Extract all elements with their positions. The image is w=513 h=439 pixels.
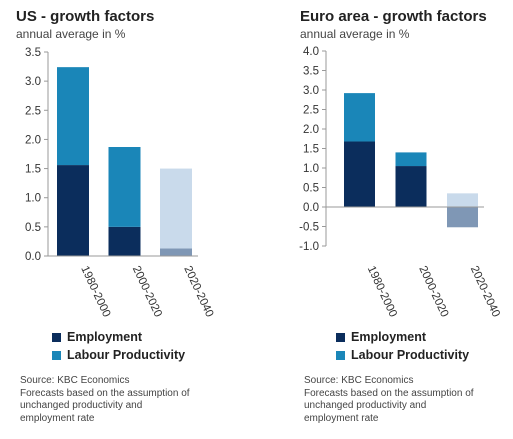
y-tick-label: 0.0 — [303, 202, 319, 214]
x-tick-label: 2000-2020 — [130, 264, 164, 319]
legend-item-employment: Employment — [336, 328, 469, 346]
bar-labour-productivity — [108, 147, 141, 227]
y-tick-label: 0.5 — [25, 222, 41, 234]
legend-item-labour-productivity: Labour Productivity — [52, 346, 185, 364]
y-tick-label: 0.5 — [303, 183, 319, 195]
euro-area-chart-panel: Euro area - growth factors annual averag… — [298, 0, 513, 439]
legend-swatch-labour-productivity — [336, 350, 345, 360]
bar-employment — [395, 166, 427, 207]
legend-label-employment: Employment — [67, 330, 143, 344]
source-line: employment rate — [20, 412, 95, 424]
y-tick-label: 1.0 — [303, 163, 319, 175]
x-tick-label: 2020-2040 — [181, 264, 215, 319]
y-tick-label: 1.5 — [25, 164, 41, 176]
source-line: Source: KBC Economics — [20, 375, 130, 386]
bar-labour-productivity — [447, 193, 478, 207]
legend-item-employment: Employment — [52, 328, 185, 346]
chart-legend: Employment Labour Productivity — [336, 328, 469, 364]
bar-employment — [108, 226, 141, 256]
y-tick-label: -0.5 — [299, 222, 319, 234]
bar-labour-productivity — [57, 67, 89, 166]
y-tick-label: -1.0 — [299, 241, 319, 253]
y-tick-label: 3.0 — [25, 76, 41, 88]
bar-employment — [160, 248, 192, 256]
y-tick-label: 3.0 — [303, 85, 319, 97]
legend-label-labour-productivity: Labour Productivity — [67, 348, 186, 362]
legend-item-labour-productivity: Labour Productivity — [336, 346, 469, 364]
source-line: unchanged productivity and — [20, 400, 143, 411]
bar-employment — [344, 141, 375, 207]
us-chart-plot: 0.0 0.5 1.0 1.5 2.0 2.5 3.0 3.5 1980-2000 2000-20… — [25, 47, 215, 319]
legend-swatch-labour-productivity — [52, 350, 61, 360]
bar-labour-productivity — [395, 152, 427, 167]
y-tick-label: 4.0 — [303, 46, 319, 58]
legend-label-employment: Employment — [351, 330, 427, 344]
source-note: Source: KBC Economics Forecasts based on… — [304, 375, 513, 425]
chart-legend: Employment Labour Productivity — [52, 328, 185, 364]
source-line: Forecasts based on the assumption of — [304, 387, 474, 399]
x-tick-label: 2020-2040 — [468, 264, 502, 319]
y-tick-label: 0.0 — [25, 251, 41, 263]
source-line: Forecasts based on the assumption of — [20, 387, 190, 399]
y-tick-label: 1.5 — [303, 144, 319, 156]
bar-employment — [57, 165, 89, 256]
source-note: Source: KBC Economics Forecasts based on… — [20, 375, 250, 425]
legend-swatch-employment — [52, 332, 61, 342]
source-line: Source: KBC Economics — [304, 375, 414, 386]
chart-title: Euro area - growth factors — [300, 8, 487, 25]
euro-area-chart-plot: -1.0 -0.5 0.0 0.5 1.0 1.5 2.0 2.5 3.0 3.5 4.0 1980-… — [299, 46, 502, 319]
legend-label-labour-productivity: Labour Productivity — [351, 348, 470, 362]
us-chart-panel: US - growth factors annual average in % … — [14, 0, 254, 439]
chart-title: US - growth factors — [16, 8, 155, 25]
bar-employment — [447, 207, 478, 228]
legend-swatch-employment — [336, 332, 345, 342]
y-tick-label: 2.5 — [25, 105, 41, 117]
source-line: unchanged productivity and — [304, 400, 427, 411]
x-tick-label: 2000-2020 — [416, 264, 450, 319]
y-tick-label: 1.0 — [25, 193, 41, 205]
y-tick-label: 2.0 — [303, 124, 319, 136]
bar-labour-productivity — [160, 168, 192, 249]
bar-labour-productivity — [344, 93, 375, 142]
x-tick-label: 1980-2000 — [78, 264, 112, 319]
chart-subtitle: annual average in % — [300, 27, 410, 41]
y-tick-label: 3.5 — [25, 47, 41, 59]
chart-subtitle: annual average in % — [16, 27, 126, 41]
y-tick-label: 2.0 — [25, 134, 41, 146]
y-tick-label: 3.5 — [303, 66, 319, 78]
x-tick-label: 1980-2000 — [365, 264, 399, 319]
y-tick-label: 2.5 — [303, 105, 319, 117]
source-line: employment rate — [304, 412, 379, 424]
